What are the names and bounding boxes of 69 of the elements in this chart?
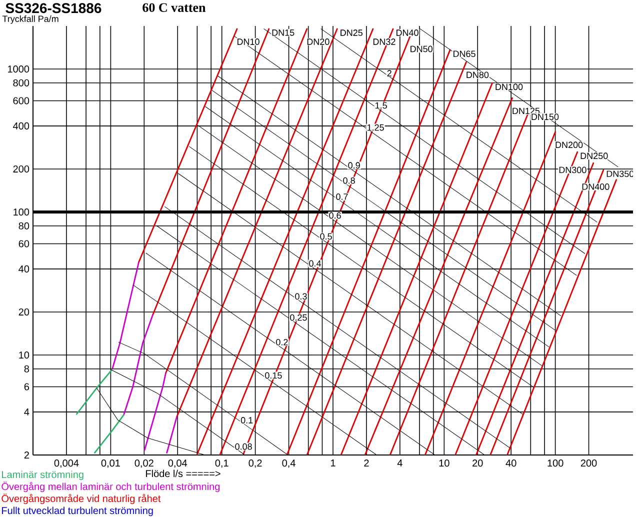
text: Övergångsområde vid naturlig råhet (2, 494, 161, 504)
x-tick-label: 20 (472, 460, 483, 467)
y-tick-label: 4 (24, 408, 30, 416)
x-tick-label: 40 (506, 460, 516, 467)
annotation: 0.8 (343, 177, 355, 184)
annotation: 0.9 (348, 162, 360, 169)
annotation: 0.3 (295, 293, 307, 300)
y-tick-label: 60 (18, 240, 30, 248)
y-tick-label: 10 (19, 352, 30, 359)
chart-subtitle: 60 C vatten (142, 3, 206, 12)
series-label: DN200 (556, 142, 583, 148)
y-tick-label: 200 (13, 165, 30, 173)
x-tick-label: 0,1 (215, 460, 228, 468)
series-label: DN32 (373, 38, 396, 45)
y-tick-label: 600 (13, 97, 30, 104)
series-label: DN250 (580, 152, 608, 160)
series-label: DN150 (532, 114, 559, 120)
y-axis-title: Tryckfall Pa/m (2, 15, 58, 24)
y-tick-label: 6 (24, 383, 30, 390)
x-tick-label: 0,004 (54, 460, 79, 468)
y-tick-label: 8 (24, 365, 30, 372)
annotation: 2 (387, 70, 392, 76)
text: Laminär strömning (2, 470, 84, 480)
series-label: DN25 (340, 30, 362, 36)
series-label: DN10 (237, 38, 260, 45)
x-tick-label: 1 (330, 460, 336, 466)
series-label: DN40 (396, 30, 418, 36)
x-tick-label: 0,01 (101, 460, 120, 468)
annotation: 1.25 (367, 124, 384, 131)
x-axis-title: Flöde l/s =====> (146, 470, 220, 478)
y-tick-label: 40 (18, 265, 30, 272)
series-label: DN350 (606, 170, 634, 178)
annotation: 0.25 (290, 314, 307, 321)
x-tick-label: 0,04 (168, 460, 188, 468)
annotation: 0.4 (309, 260, 321, 267)
x-tick-label: 0,02 (134, 460, 154, 468)
y-tick-label: 2 (24, 452, 29, 458)
y-tick-label: 800 (13, 79, 30, 86)
series-label: DN20 (307, 38, 330, 45)
x-tick-label: 2 (364, 460, 369, 467)
series-label: DN300 (559, 166, 586, 174)
annotation: 0.7 (336, 194, 348, 200)
series-label: DN65 (453, 50, 476, 58)
annotation: 0.2 (276, 338, 288, 346)
text: Övergång mellan laminär och turbulent strömning (2, 482, 220, 492)
annotation: 1.5 (375, 102, 387, 109)
series-label: DN50 (410, 46, 432, 52)
annotation: 0.5 (320, 233, 332, 240)
chart-title: SS326-SS1886 (6, 3, 102, 14)
annotation: 0.1 (240, 417, 253, 424)
x-tick-label: 200 (580, 460, 597, 467)
series-label: DN400 (582, 184, 610, 190)
series-label: DN100 (496, 84, 523, 90)
x-tick-label: 0,4 (282, 460, 296, 468)
y-tick-label: 20 (18, 308, 30, 316)
x-tick-label: 0,2 (248, 460, 262, 468)
x-tick-label: 4 (397, 460, 402, 466)
y-tick-label: 400 (13, 122, 30, 130)
annotation: 0.08 (235, 443, 252, 450)
x-tick-label: 10 (439, 460, 450, 467)
series-label: DN15 (272, 30, 294, 36)
x-tick-label: 100 (548, 460, 564, 467)
y-tick-label: 80 (18, 222, 30, 230)
y-tick-label: 1000 (8, 66, 30, 73)
y-tick-label: 100 (14, 208, 30, 216)
text: Fullt utvecklad turbulent strömning (2, 506, 153, 516)
annotation: 0.15 (265, 372, 282, 379)
series-label: DN80 (466, 72, 489, 78)
annotation: 0.6 (329, 212, 341, 219)
